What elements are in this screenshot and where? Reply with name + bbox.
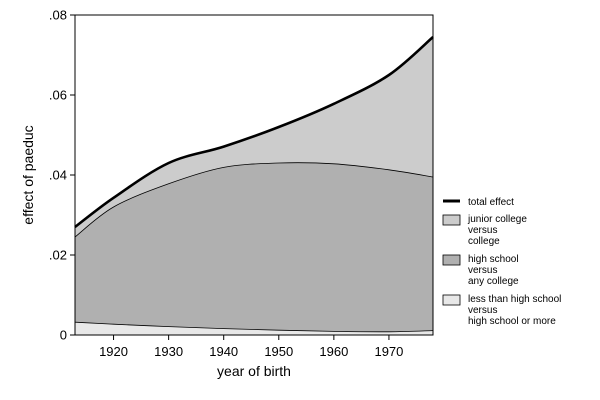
legend-label: total effect (468, 197, 514, 208)
legend-label: junior college (467, 214, 527, 225)
legend-swatch (442, 214, 461, 226)
y-axis-title: effect of paeduc (20, 125, 36, 224)
y-tick-label: 0 (60, 328, 67, 343)
y-tick-label: .02 (49, 248, 67, 263)
line-layers (74, 36, 434, 333)
area-edge-less-than-high-school-versus-high-school-or-more (74, 321, 434, 333)
line-total-effect (74, 36, 434, 229)
x-tick-label: 1970 (374, 344, 403, 359)
x-tick-label: 1940 (209, 344, 238, 359)
legend-label: high school or more (468, 316, 556, 327)
x-axis-title: year of birth (217, 363, 291, 379)
legend-item-total-effect: total effect (443, 197, 514, 208)
legend-label: any college (468, 276, 519, 287)
legend-label: less than high school (468, 294, 561, 305)
legend-label: high school (468, 254, 519, 265)
legend-label: college (468, 236, 500, 247)
x-tick-label: 1930 (154, 344, 183, 359)
area-high-school-versus-any-college (75, 162, 433, 332)
legend-label: versus (468, 305, 497, 316)
x-tick-label: 1960 (319, 344, 348, 359)
x-tick-label: 1950 (264, 344, 293, 359)
legend-label: versus (468, 225, 497, 236)
x-tick-label: 1920 (99, 344, 128, 359)
y-axis: 0 .02 .04 .06 .08 (49, 8, 75, 343)
area-edge-high-school-versus-any-college (74, 162, 434, 238)
legend-swatch (442, 294, 461, 306)
x-axis: 1920 1930 1940 1950 1960 1970 (99, 335, 403, 359)
y-tick-label: .06 (49, 88, 67, 103)
y-tick-label: .08 (49, 8, 67, 23)
legend-label: versus (468, 265, 497, 276)
legend-swatch (442, 254, 461, 266)
y-tick-label: .04 (49, 168, 67, 183)
